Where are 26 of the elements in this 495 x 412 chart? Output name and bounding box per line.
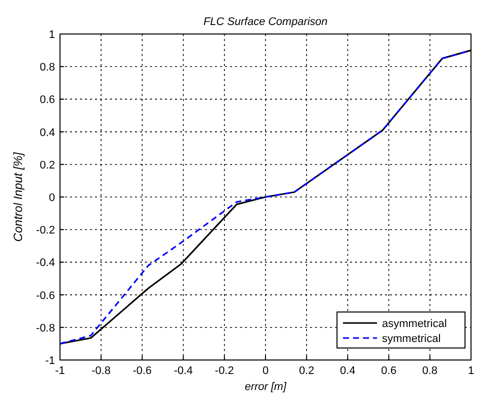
y-tick-label: -1 — [45, 355, 55, 367]
x-tick-label: 1 — [468, 365, 474, 377]
y-tick-label: -0.2 — [36, 224, 55, 237]
y-tick-label: 0.8 — [40, 62, 55, 74]
x-axis-title: error [m] — [244, 381, 288, 393]
legend-label: asymmetrical — [382, 318, 447, 330]
y-tick-label: -0.8 — [36, 322, 55, 334]
y-axis-title: Control Input [%] — [11, 152, 25, 242]
x-tick-label: -0.8 — [92, 365, 111, 377]
x-tick-label: 0.4 — [340, 365, 356, 377]
x-tick-label: 0 — [262, 365, 269, 377]
legend-label: symmetrical — [382, 333, 441, 345]
x-tick-label: -0.6 — [132, 365, 152, 377]
y-tick-label: 0.4 — [40, 126, 55, 139]
x-tick-label: -0.4 — [174, 365, 193, 377]
y-tick-label: 0 — [48, 192, 55, 204]
x-tick-label: 0.6 — [381, 365, 396, 377]
y-tick-label: -0.6 — [36, 290, 55, 302]
y-tick-label: 1 — [48, 29, 55, 41]
y-tick-label: -0.4 — [36, 257, 55, 270]
x-tick-label: -0.2 — [214, 365, 234, 377]
y-tick-label: 0.2 — [40, 159, 55, 172]
chart-title: FLC Surface Comparison — [203, 16, 328, 28]
x-tick-label: 0.2 — [298, 365, 314, 377]
x-tick-label: 0.8 — [422, 365, 438, 377]
y-tick-label: 0.6 — [40, 94, 55, 106]
